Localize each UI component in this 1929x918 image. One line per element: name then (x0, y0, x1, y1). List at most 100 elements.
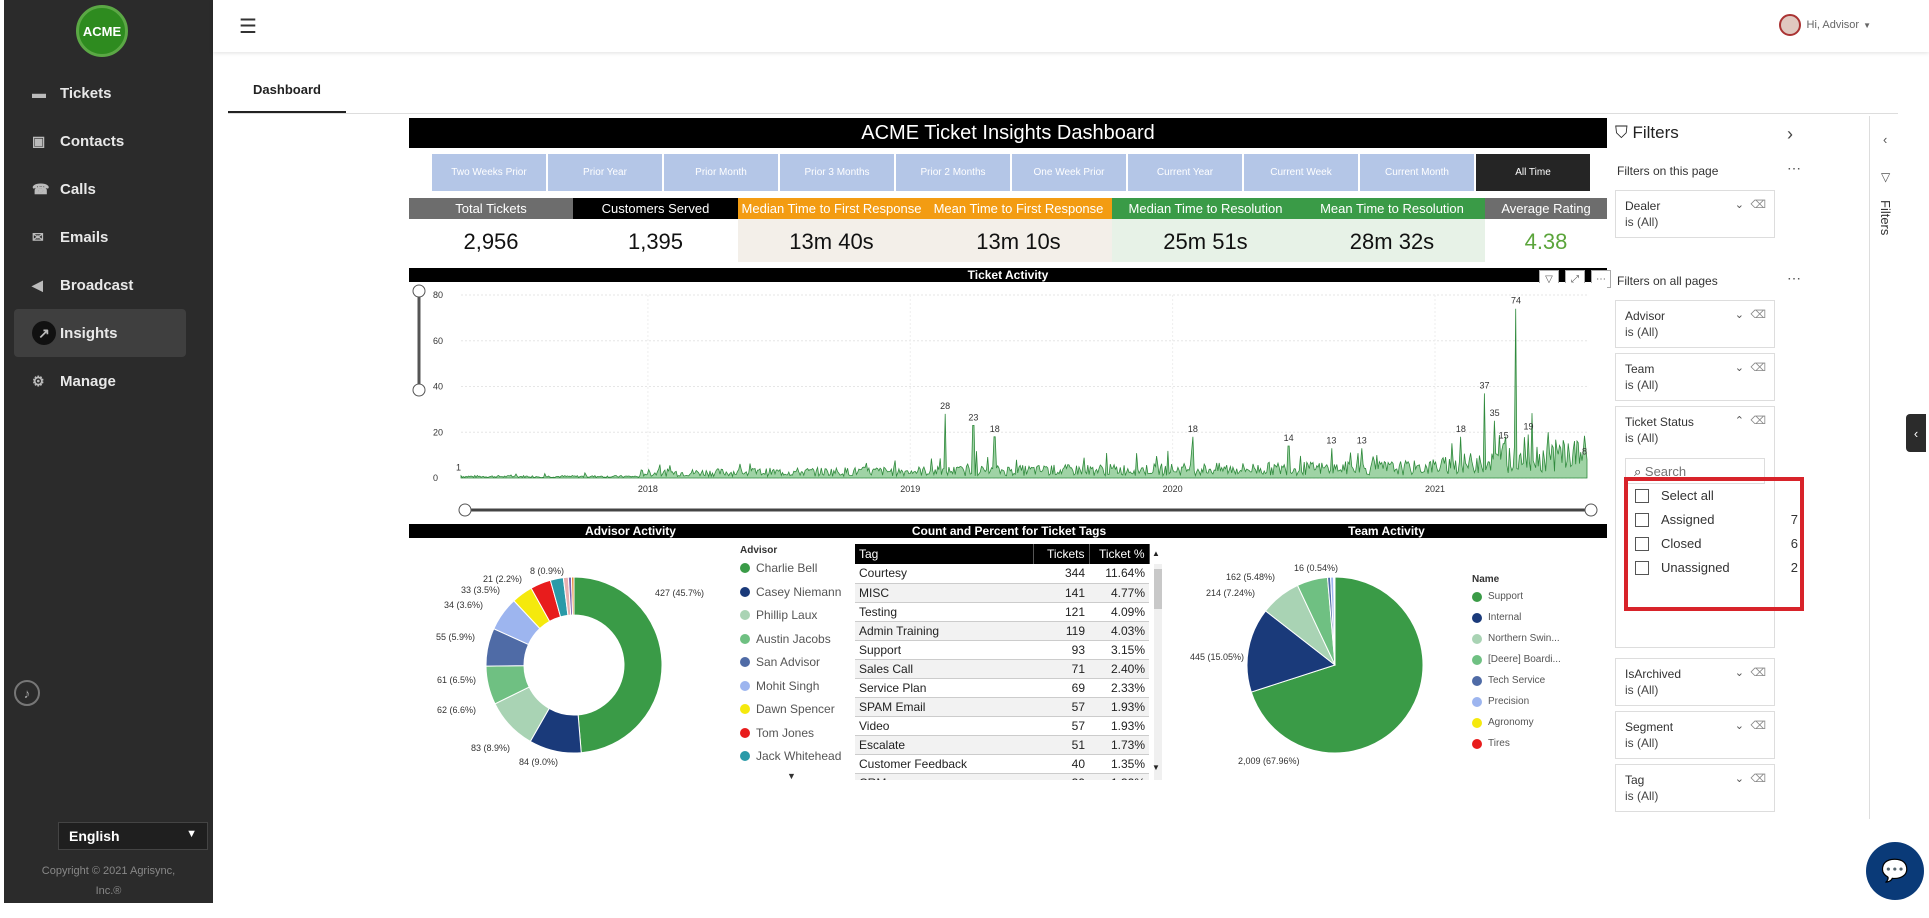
legend-item[interactable]: Charlie Bell (740, 561, 817, 575)
table-row[interactable]: Testing 121 4.09% (855, 602, 1149, 622)
legend-item[interactable]: Phillip Laux (740, 608, 817, 622)
table-row[interactable]: SPAM Email 57 1.93% (855, 697, 1149, 717)
period-button[interactable]: Current Month (1360, 154, 1474, 191)
filter-search-input[interactable] (1644, 464, 1755, 479)
table-row[interactable]: Customer Feedback 40 1.35% (855, 754, 1149, 774)
eraser-icon[interactable]: ⌫ (1750, 415, 1766, 427)
legend-item[interactable]: Tom Jones (740, 726, 814, 740)
scrollbar-thumb[interactable] (1154, 569, 1162, 609)
col-tickets[interactable]: Tickets (1033, 544, 1090, 564)
pie-slice[interactable] (570, 576, 575, 616)
legend-item[interactable]: Mohit Singh (740, 679, 819, 693)
legend-item[interactable]: Northern Swin... (1472, 633, 1560, 644)
more-options-icon[interactable]: ⋯ (1787, 160, 1801, 176)
period-button[interactable]: One Week Prior (1012, 154, 1126, 191)
col-tag[interactable]: Tag (855, 544, 1034, 564)
slider-handle[interactable] (458, 503, 472, 517)
tab-dashboard[interactable]: Dashboard (228, 70, 346, 114)
period-button[interactable]: All Time (1476, 154, 1590, 191)
filter-card-isarchived[interactable]: IsArchived is (All) ⌄ ⌫ (1615, 658, 1775, 706)
table-row[interactable]: CRM391.32% (855, 773, 1149, 780)
filter-card-segment[interactable]: Segment is (All) ⌄ ⌫ (1615, 711, 1775, 759)
scroll-up-icon[interactable]: ▲ (1152, 549, 1160, 558)
sidebar-item-manage[interactable]: ⚙ Manage (14, 357, 186, 405)
sidebar-item-tickets[interactable]: ▬ Tickets (14, 69, 186, 117)
legend-item[interactable]: Precision (1472, 696, 1529, 707)
table-row[interactable]: Escalate 51 1.73% (855, 735, 1149, 755)
table-row[interactable]: Support 93 3.15% (855, 640, 1149, 660)
eraser-icon[interactable]: ⌫ (1750, 773, 1766, 785)
chevron-down-icon[interactable]: ⌄ (1734, 362, 1744, 374)
table-row[interactable]: Video 57 1.93% (855, 716, 1149, 736)
legend-item[interactable]: Support (1472, 591, 1523, 602)
notification-bell-icon[interactable]: ♪ (14, 680, 40, 706)
option-assigned[interactable]: Assigned 7 (1635, 512, 1798, 527)
eraser-icon[interactable]: ⌫ (1750, 199, 1766, 211)
checkbox[interactable] (1635, 560, 1649, 575)
option-closed[interactable]: Closed 6 (1635, 536, 1798, 551)
scroll-down-icon[interactable]: ▼ (1152, 763, 1160, 772)
chevron-down-icon[interactable]: ⌄ (1734, 199, 1744, 211)
pie-slice[interactable] (1333, 576, 1336, 666)
more-options-icon[interactable]: ⋯ (1787, 270, 1801, 286)
period-button[interactable]: Two Weeks Prior (432, 154, 546, 191)
legend-item[interactable]: Austin Jacobs (740, 632, 831, 646)
legend-item[interactable]: Dawn Spencer (740, 702, 835, 716)
period-button[interactable]: Prior 3 Months (780, 154, 894, 191)
chevron-down-icon[interactable]: ⌄ (1734, 309, 1744, 321)
pie-slice[interactable] (1246, 610, 1337, 693)
legend-item[interactable]: San Advisor (740, 655, 820, 669)
legend-item[interactable]: Tires (1472, 738, 1510, 749)
checkbox[interactable] (1635, 488, 1649, 503)
legend-item[interactable]: Internal (1472, 612, 1521, 623)
table-row[interactable]: Service Plan 69 2.33% (855, 678, 1149, 698)
collapse-filters-icon[interactable]: › (1787, 124, 1793, 144)
expand-left-icon[interactable]: ‹ (1883, 132, 1888, 147)
period-button[interactable]: Prior Month (664, 154, 778, 191)
pie-slice[interactable] (1250, 576, 1424, 754)
sidebar-item-contacts[interactable]: ▣ Contacts (14, 117, 186, 165)
legend-scroll-down-icon[interactable]: ▼ (787, 771, 796, 781)
option-unassigned[interactable]: Unassigned 2 (1635, 560, 1798, 575)
collapse-panel-button[interactable]: ‹ (1906, 414, 1926, 452)
eraser-icon[interactable]: ⌫ (1750, 309, 1766, 321)
acme-logo[interactable]: ACME (76, 5, 128, 57)
table-row[interactable]: MISC 141 4.77% (855, 583, 1149, 603)
user-menu[interactable]: Hi, Advisor ▼ (1778, 14, 1871, 36)
legend-item[interactable]: Tech Service (1472, 675, 1545, 686)
period-button[interactable]: Prior Year (548, 154, 662, 191)
table-scrollbar[interactable] (1154, 564, 1162, 780)
chevron-down-icon[interactable]: ⌄ (1734, 773, 1744, 785)
legend-item[interactable]: [Deere] Boardi... (1472, 654, 1561, 665)
checkbox[interactable] (1635, 512, 1649, 527)
pie-slice[interactable] (573, 576, 663, 754)
period-button[interactable]: Current Year (1128, 154, 1242, 191)
sidebar-item-emails[interactable]: ✉ Emails (14, 213, 186, 261)
slider-handle[interactable] (1584, 503, 1598, 517)
col-ticket-pct[interactable]: Ticket % (1089, 544, 1150, 564)
legend-item[interactable]: Agronomy (1472, 717, 1534, 728)
chevron-down-icon[interactable]: ⌄ (1734, 720, 1744, 732)
funnel-icon[interactable]: ▽ (1881, 170, 1891, 184)
filters-side-label[interactable]: Filters (1878, 200, 1893, 236)
slider-handle[interactable] (412, 383, 426, 397)
filter-card-team[interactable]: Team is (All) ⌄ ⌫ (1615, 353, 1775, 401)
chat-bubble-icon[interactable]: 💬 (1866, 842, 1924, 900)
table-row[interactable]: Courtesy 344 11.64% (855, 564, 1149, 584)
period-button[interactable]: Prior 2 Months (896, 154, 1010, 191)
filter-card-tag[interactable]: Tag is (All) ⌄ ⌫ (1615, 764, 1775, 812)
table-row[interactable]: Admin Training 119 4.03% (855, 621, 1149, 641)
period-button[interactable]: Current Week (1244, 154, 1358, 191)
eraser-icon[interactable]: ⌫ (1750, 667, 1766, 679)
legend-item[interactable]: Jack Whitehead (740, 749, 841, 763)
eraser-icon[interactable]: ⌫ (1750, 362, 1766, 374)
legend-item[interactable]: Casey Niemann (740, 585, 841, 599)
sidebar-item-broadcast[interactable]: ◀ Broadcast (14, 261, 186, 309)
language-select[interactable]: English ▼ (58, 822, 208, 850)
slider-handle[interactable] (412, 284, 426, 298)
table-row[interactable]: Sales Call 71 2.40% (855, 659, 1149, 679)
hamburger-menu-icon[interactable]: ☰ (239, 16, 257, 38)
chevron-up-icon[interactable]: ⌃ (1734, 415, 1744, 427)
filter-card-advisor[interactable]: Advisor is (All) ⌄ ⌫ (1615, 300, 1775, 348)
chevron-down-icon[interactable]: ⌄ (1734, 667, 1744, 679)
